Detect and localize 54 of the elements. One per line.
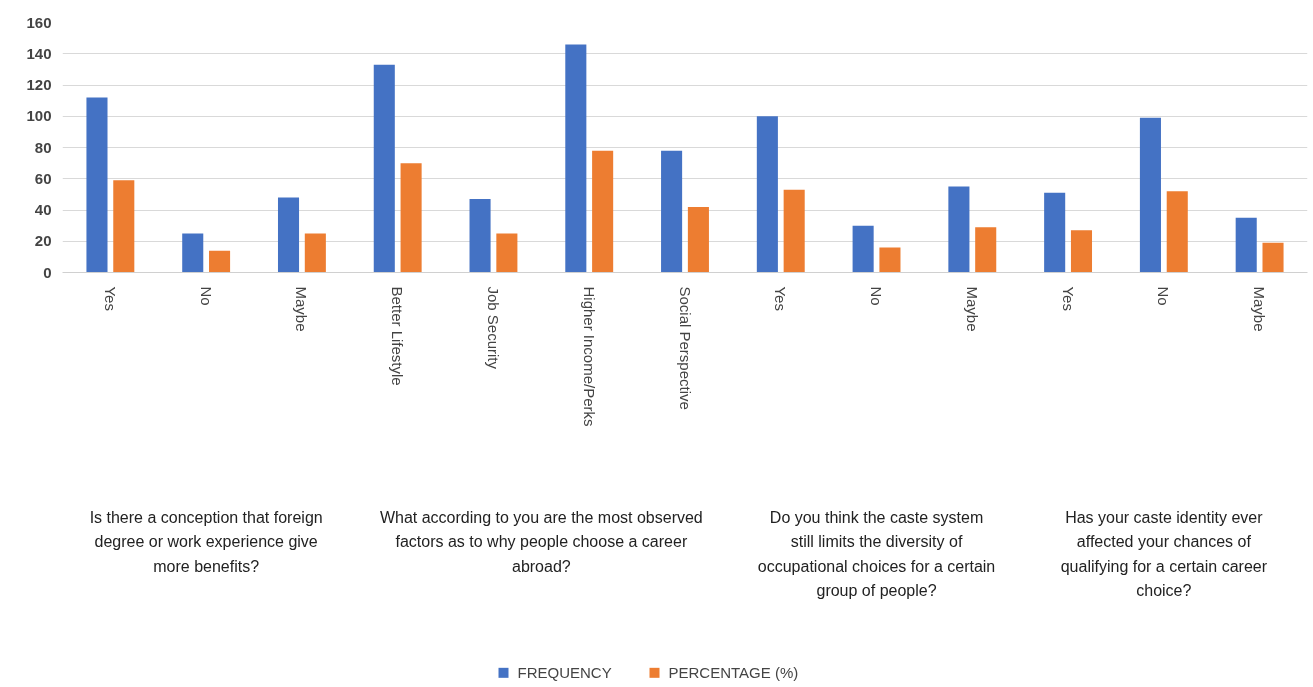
x-tick-label: Yes: [1059, 286, 1077, 311]
x-tick-label: Social Perspective: [676, 286, 694, 410]
x-tick-label: Yes: [772, 286, 790, 311]
bar: [1166, 191, 1188, 273]
x-tick-label: No: [868, 286, 886, 306]
bar: [879, 247, 901, 273]
bar: [1044, 192, 1066, 273]
x-tick-label: Higher Income/Perks: [580, 286, 598, 427]
bar: [400, 163, 422, 273]
bar: [277, 197, 300, 273]
bar: [687, 206, 709, 273]
bar: [469, 199, 491, 273]
x-tick-label: Maybe: [963, 286, 981, 332]
bar: [113, 180, 135, 273]
bar: [948, 186, 970, 273]
bar: [1139, 117, 1161, 273]
y-tick-label: 100: [26, 107, 52, 125]
bar: [852, 225, 874, 273]
x-tick-label: No: [1155, 286, 1173, 306]
bar: [592, 150, 614, 273]
bar: [1262, 242, 1284, 273]
x-tick-label: No: [197, 286, 215, 306]
bar: [496, 233, 518, 273]
bar: [975, 227, 997, 273]
x-tick-label: Yes: [101, 286, 119, 311]
y-tick-label: 120: [26, 76, 52, 93]
text: Do you think the caste system still limits the diversity of occupational choices for a certain group of people?: [757, 509, 996, 599]
bar: [783, 189, 805, 273]
text: Is there a conception that foreign degree or work experience give more benefits?: [89, 509, 323, 575]
text: Has your caste identity ever affected your chances of qualifying for a certain career choice?: [1060, 509, 1268, 599]
text: What according to you are the most observed factors as to why people choose a career abroad?: [379, 509, 703, 575]
bar: [756, 116, 778, 273]
bar: [182, 233, 204, 273]
y-tick-label: 140: [26, 44, 52, 62]
x-tick-label: Job Security: [484, 286, 502, 370]
bar: [565, 44, 587, 273]
x-tick-label: Better Lifestyle: [389, 286, 407, 386]
y-tick-label: 60: [34, 169, 52, 187]
bar: [1070, 230, 1093, 273]
bar: [661, 150, 683, 273]
y-tick-label: 160: [26, 13, 52, 31]
bar: [209, 250, 231, 273]
x-tick-label: Maybe: [293, 286, 311, 332]
y-tick-label: 0: [43, 263, 52, 281]
legend-label: FREQUENCY: [517, 664, 612, 682]
y-tick-label: 80: [34, 138, 52, 156]
y-tick-label: 20: [34, 232, 52, 250]
legend-label: PERCENTAGE (%): [668, 664, 799, 682]
bar: [304, 233, 326, 273]
x-tick-label: Maybe: [1251, 286, 1269, 332]
bar: [1235, 217, 1257, 273]
bar: [86, 97, 108, 273]
bar: [373, 64, 395, 273]
y-tick-label: 40: [34, 201, 52, 218]
